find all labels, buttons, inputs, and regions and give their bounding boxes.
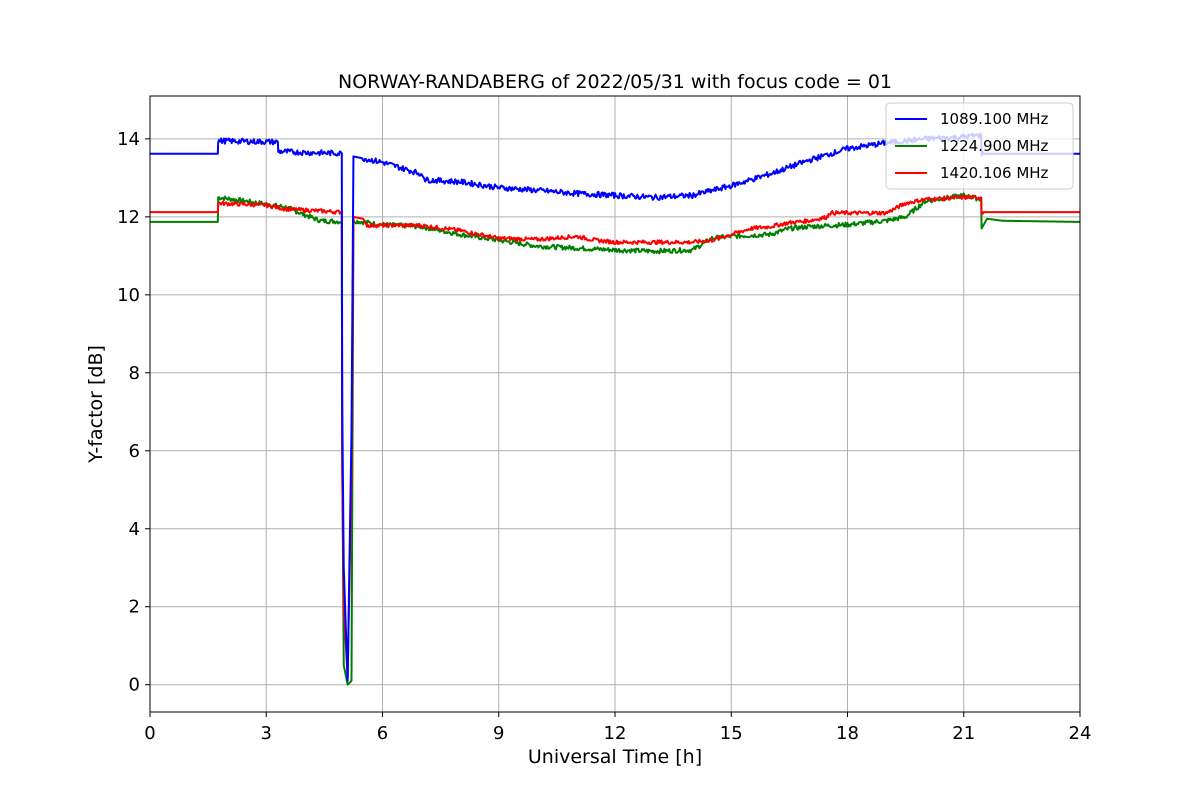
x-axis-label: Universal Time [h] bbox=[528, 746, 702, 768]
legend: 1089.100 MHz 1224.900 MHz 1420.106 MHz bbox=[885, 102, 1074, 190]
y-tick-label: 0 bbox=[129, 675, 140, 696]
x-tick-label: 0 bbox=[144, 723, 155, 744]
series-line-1420-mhz bbox=[150, 194, 1080, 678]
x-tick-label: 15 bbox=[720, 723, 743, 744]
y-tick-label: 12 bbox=[117, 207, 140, 228]
legend-label-1224-mhz: 1224.900 MHz bbox=[940, 137, 1049, 155]
x-tick-label: 18 bbox=[836, 723, 859, 744]
legend-box bbox=[885, 102, 1074, 190]
x-tick-label: 9 bbox=[493, 723, 504, 744]
legend-label-1420-mhz: 1420.106 MHz bbox=[940, 164, 1049, 182]
x-tick-label: 3 bbox=[261, 723, 272, 744]
y-axis-label: Y-factor [dB] bbox=[85, 345, 107, 464]
y-tick-label: 10 bbox=[117, 285, 140, 306]
y-axis: 0 2 4 6 8 10 12 14 bbox=[117, 129, 150, 696]
x-tick-label: 21 bbox=[952, 723, 975, 744]
chart-title: NORWAY-RANDABERG of 2022/05/31 with focu… bbox=[338, 71, 892, 93]
y-tick-label: 4 bbox=[129, 519, 140, 540]
legend-label-1089-mhz: 1089.100 MHz bbox=[940, 110, 1049, 128]
x-tick-label: 24 bbox=[1069, 723, 1092, 744]
x-tick-label: 6 bbox=[377, 723, 388, 744]
x-tick-label: 12 bbox=[604, 723, 627, 744]
y-tick-label: 6 bbox=[129, 441, 140, 462]
series-line-1224-mhz bbox=[150, 192, 1080, 686]
y-tick-label: 8 bbox=[129, 363, 140, 384]
x-axis: 0 3 6 9 12 15 18 21 24 bbox=[144, 712, 1091, 744]
y-tick-label: 2 bbox=[129, 597, 140, 618]
y-tick-label: 14 bbox=[117, 129, 140, 150]
